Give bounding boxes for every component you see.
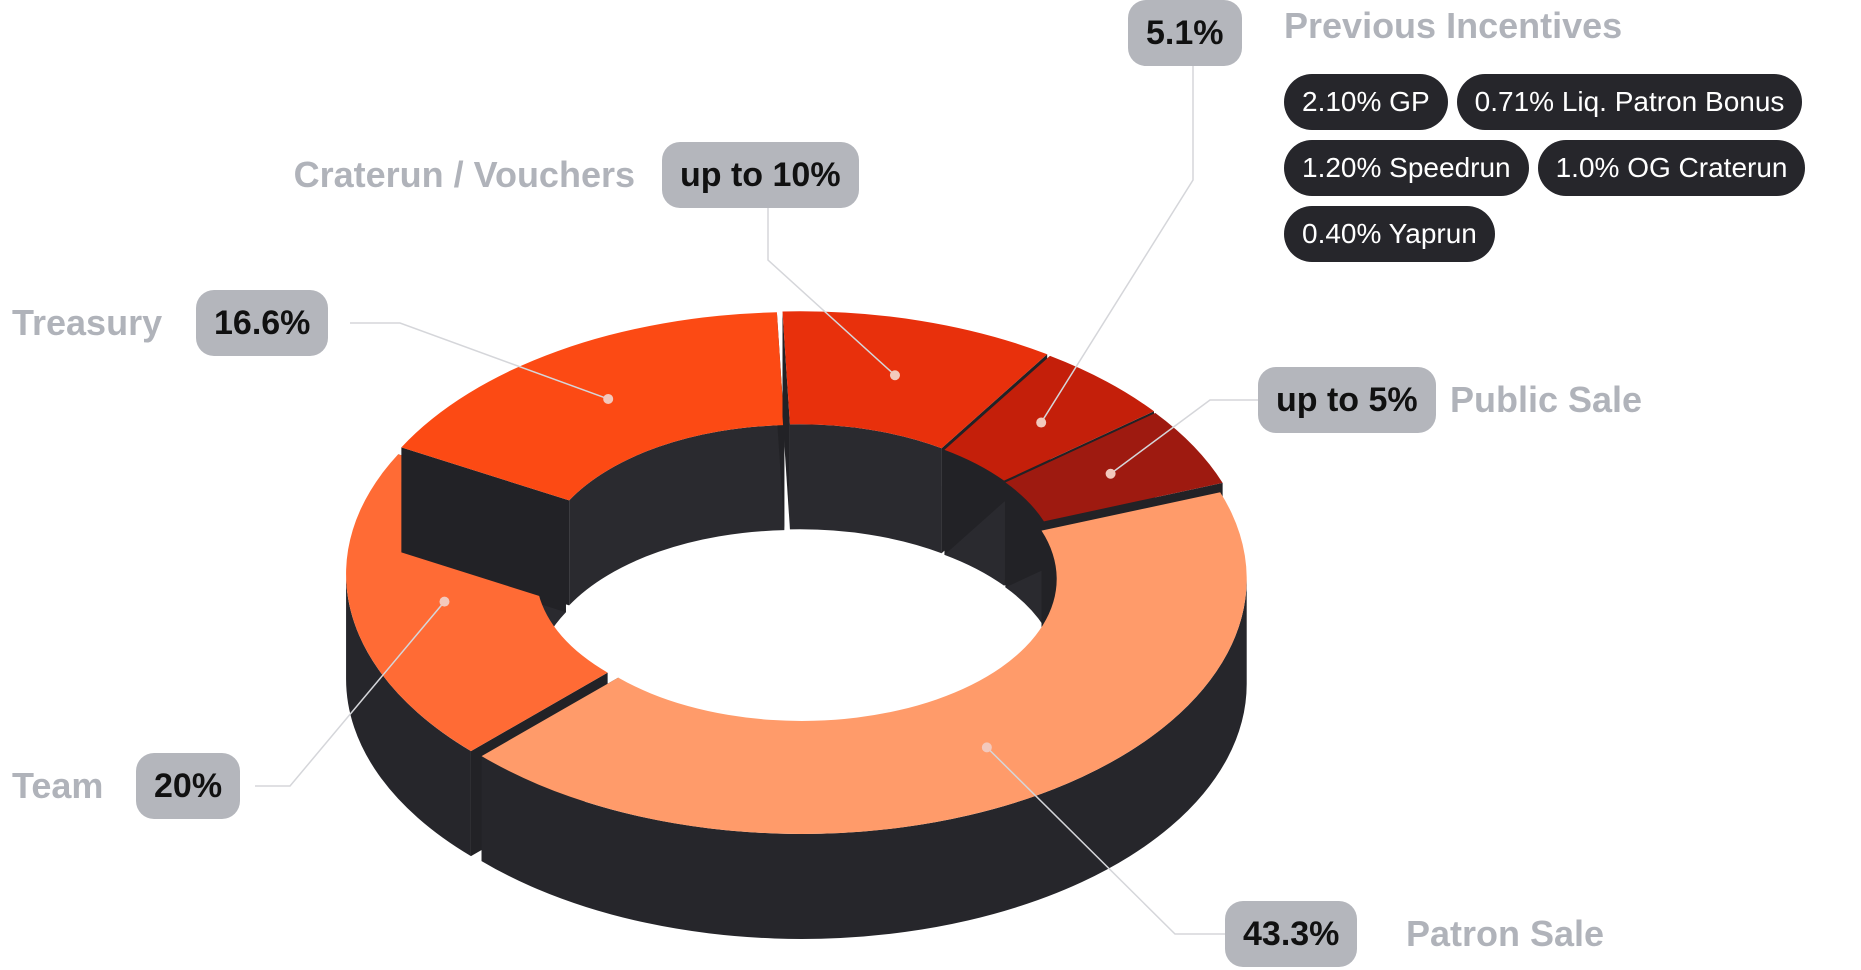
value-label: up to 5% [1258,367,1436,433]
outer-wall [346,573,471,857]
slice [401,312,785,606]
value-label: 16.6% [196,290,329,356]
breakdown-chip: 0.71% Liq. Patron Bonus [1456,74,1803,130]
breakdown-chip: 2.10% GP [1284,74,1448,130]
leader-line [350,322,609,400]
leader-line [767,208,896,376]
leader-dot [603,393,614,404]
leader-dot [1036,417,1047,428]
value-label: 20% [136,753,241,819]
value-label: up to 10% [662,142,859,208]
category-label: Public Sale [1450,379,1643,420]
leader-line [1040,65,1194,423]
category-label: Craterun / Vouchers [293,154,635,195]
leader-dot [439,596,450,607]
category-label: Team [12,765,104,806]
inner-wall [569,425,785,606]
slice-top [944,355,1155,481]
inner-wall [789,424,942,554]
leader-line [986,746,1225,935]
outer-wall [481,578,1247,939]
value-label: 43.3% [1225,901,1358,967]
breakdown-chip: 0.40% Yaprun [1284,206,1495,262]
slice-end [782,311,790,530]
slice-top [1005,413,1223,522]
slice-end [401,447,570,606]
breakdown-list: 2.10% GP 0.71% Liq. Patron Bonus 1.20% Spe… [1284,74,1861,262]
leader-line [255,601,446,787]
slice [481,492,1247,939]
category-label: Previous Incentives [1284,5,1623,46]
category-label: Patron Sale [1406,913,1605,954]
leader-dot [889,370,900,381]
value-label: 5.1% [1128,0,1242,66]
leader-line [1110,399,1258,475]
slice-top [481,492,1247,834]
breakdown-chip: 1.20% Speedrun [1284,140,1529,196]
breakdown-chip: 1.0% OG Craterun [1537,140,1806,196]
category-label: Treasury [12,302,163,343]
slice-top [401,312,785,501]
leader-dot [1105,468,1116,479]
leader-dot [981,742,992,753]
slice-top [782,311,1048,449]
